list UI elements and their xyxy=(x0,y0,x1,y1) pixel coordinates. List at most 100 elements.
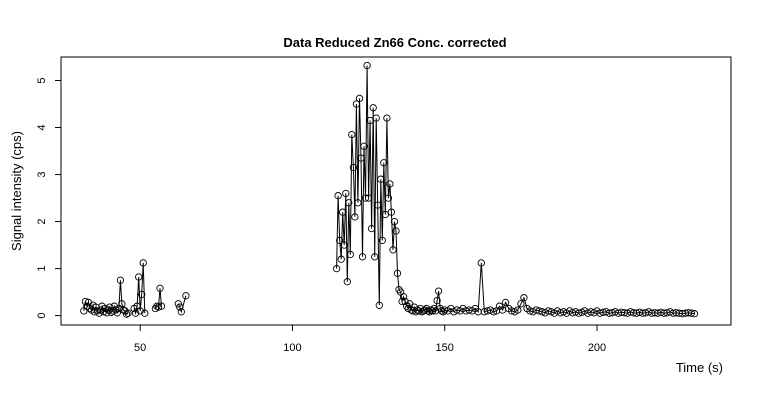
data-point xyxy=(110,302,118,310)
data-point xyxy=(514,306,522,314)
data-point xyxy=(357,154,365,162)
data-point xyxy=(354,199,362,207)
y-axis: 0 1 2 3 4 5 xyxy=(36,77,61,319)
series-line-segment xyxy=(83,280,129,315)
data-point xyxy=(367,224,376,233)
data-point xyxy=(337,255,345,263)
y-tick-label: 4 xyxy=(36,124,48,130)
data-point xyxy=(428,307,437,315)
data-point xyxy=(182,292,190,300)
data-point xyxy=(360,142,368,150)
data-point xyxy=(520,294,528,302)
data-point xyxy=(339,208,347,216)
data-point xyxy=(122,310,131,318)
data-point xyxy=(372,114,380,122)
data-point xyxy=(153,302,161,310)
data-point xyxy=(340,241,348,249)
data-point xyxy=(517,300,525,308)
series-line-segment xyxy=(336,65,695,315)
data-point xyxy=(351,213,359,221)
data-point xyxy=(364,194,373,202)
series-line-segment xyxy=(133,262,146,316)
y-tick-label: 2 xyxy=(36,218,48,224)
data-point xyxy=(358,253,367,261)
x-tick-label: 100 xyxy=(283,342,301,354)
x-axis-label: Time (s) xyxy=(676,360,723,375)
data-point xyxy=(332,264,341,273)
data-point xyxy=(352,100,361,108)
data-point xyxy=(378,236,386,245)
data-point xyxy=(138,290,146,299)
data-point xyxy=(156,284,164,292)
data-point xyxy=(375,301,383,309)
data-point xyxy=(334,192,342,200)
data-point xyxy=(345,199,353,207)
data-point xyxy=(377,175,385,183)
data-point xyxy=(141,309,149,317)
data-point xyxy=(392,227,400,235)
data-point xyxy=(384,194,393,202)
data-point xyxy=(395,286,403,294)
data-point xyxy=(544,307,552,315)
data-point xyxy=(369,104,377,112)
data-point xyxy=(346,250,354,259)
data-point xyxy=(371,253,379,261)
chart-title: Data Reduced Zn66 Conc. corrected xyxy=(283,35,506,50)
y-tick-label: 0 xyxy=(36,313,48,319)
data-point xyxy=(434,287,443,295)
data-point xyxy=(424,307,432,315)
data-point xyxy=(390,217,399,226)
data-point xyxy=(489,308,498,316)
data-point xyxy=(389,246,397,254)
data-point xyxy=(139,259,147,267)
x-axis: 50 100 150 200 xyxy=(134,325,606,354)
data-point xyxy=(154,303,163,311)
y-tick-label: 1 xyxy=(36,266,48,272)
data-point xyxy=(381,210,389,219)
data-point xyxy=(109,307,117,315)
plot-frame xyxy=(60,56,732,326)
y-axis-label: Signal intensity (cps) xyxy=(9,131,24,251)
data-point xyxy=(343,278,351,286)
data-point xyxy=(176,303,184,311)
data-point xyxy=(342,189,350,198)
series-line-segment xyxy=(177,295,187,314)
data-point xyxy=(398,297,406,306)
x-tick-label: 50 xyxy=(134,342,146,354)
x-tick-label: 200 xyxy=(588,342,606,354)
data-point xyxy=(361,194,370,202)
data-point xyxy=(99,308,108,316)
data-point xyxy=(575,309,583,317)
data-point xyxy=(477,259,485,267)
data-point xyxy=(380,159,388,167)
data-point xyxy=(81,297,90,306)
data-point xyxy=(401,297,409,306)
y-tick-label: 5 xyxy=(36,77,48,83)
data-point xyxy=(355,94,364,103)
data-point xyxy=(383,114,391,122)
x-tick-label: 150 xyxy=(436,342,454,354)
y-tick-label: 3 xyxy=(36,171,48,177)
data-point xyxy=(174,300,182,308)
data-point xyxy=(387,208,396,216)
data-point xyxy=(386,180,394,188)
data-point xyxy=(131,309,140,317)
data-point xyxy=(439,308,447,316)
data-point xyxy=(687,309,696,317)
data-point xyxy=(348,130,356,139)
data-point xyxy=(124,309,132,317)
data-point xyxy=(690,310,699,318)
data-point xyxy=(374,201,382,209)
data-point xyxy=(116,276,125,284)
data-point xyxy=(177,308,185,316)
data-point xyxy=(113,309,121,317)
data-point xyxy=(366,116,374,125)
data-point xyxy=(336,236,344,245)
data-point xyxy=(501,298,510,307)
data-point xyxy=(136,307,144,315)
data-point xyxy=(135,273,143,281)
data-point xyxy=(399,293,408,301)
data-point xyxy=(157,302,166,310)
